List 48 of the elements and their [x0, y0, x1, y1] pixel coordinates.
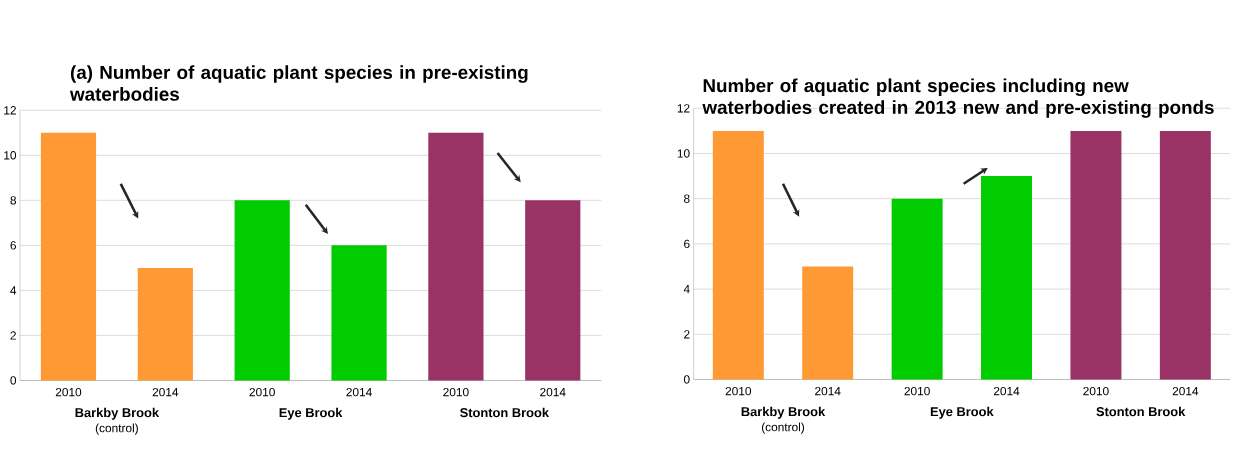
x-tick-label: 2010: [1083, 386, 1109, 396]
bar: [40, 132, 97, 381]
y-tick-label: 4: [683, 285, 690, 294]
text: Stonton Brook: [1096, 406, 1186, 417]
bar: [428, 132, 484, 381]
y-tick-label: 8: [684, 194, 690, 203]
x-tick-label: 2010: [904, 386, 930, 396]
bar: [1070, 130, 1122, 380]
x-tick-label: 2014: [815, 386, 841, 396]
x-tick-label: 2014: [993, 386, 1020, 396]
y-tick-label: 0: [683, 375, 690, 384]
bar: [891, 198, 943, 380]
y-tick-label: 10: [4, 151, 17, 160]
text: Eye Brook: [930, 406, 994, 419]
text: Stonton Brook: [460, 407, 550, 418]
y-tick-label: 10: [677, 149, 690, 158]
bar: [712, 130, 764, 380]
x-tick-label: 2014: [152, 387, 179, 397]
x-tick-label: 2010: [55, 387, 82, 397]
x-tick-label: 2014: [540, 387, 566, 397]
chart-title: Number of aquatic plant species including new waterbodies created in 2013 new and pre-existing ponds: [702, 78, 1214, 118]
bar: [331, 245, 387, 381]
x-tick-label: 2010: [725, 386, 752, 396]
bar: [981, 176, 1033, 380]
x-tick-label: 2010: [249, 387, 275, 397]
bar: [234, 200, 290, 381]
y-tick-label: 12: [4, 106, 16, 115]
x-tick-label: 2010: [443, 387, 469, 397]
y-tick-label: 6: [10, 241, 17, 250]
y-tick-label: 4: [10, 286, 17, 295]
chart-title: (a) Number of aquatic plant species in pre-existing waterbodies: [69, 65, 528, 101]
y-tick-label: 12: [677, 104, 690, 113]
text: Barkby Brook: [75, 407, 160, 420]
bar: [525, 200, 581, 381]
text: (control): [761, 422, 805, 434]
y-tick-label: 2: [10, 331, 16, 340]
y-tick-label: 6: [684, 239, 690, 249]
text: Eye Brook: [279, 407, 343, 420]
y-tick-label: 2: [684, 330, 690, 339]
text: (control): [95, 423, 138, 435]
x-tick-label: 2014: [346, 387, 372, 397]
bar: [137, 267, 193, 381]
x-tick-label: 2014: [1172, 386, 1199, 396]
y-tick-label: 8: [10, 196, 17, 205]
text: Barkby Brook: [741, 406, 826, 419]
y-tick-label: 0: [10, 376, 17, 385]
bar: [1159, 130, 1211, 380]
bar: [802, 266, 854, 380]
